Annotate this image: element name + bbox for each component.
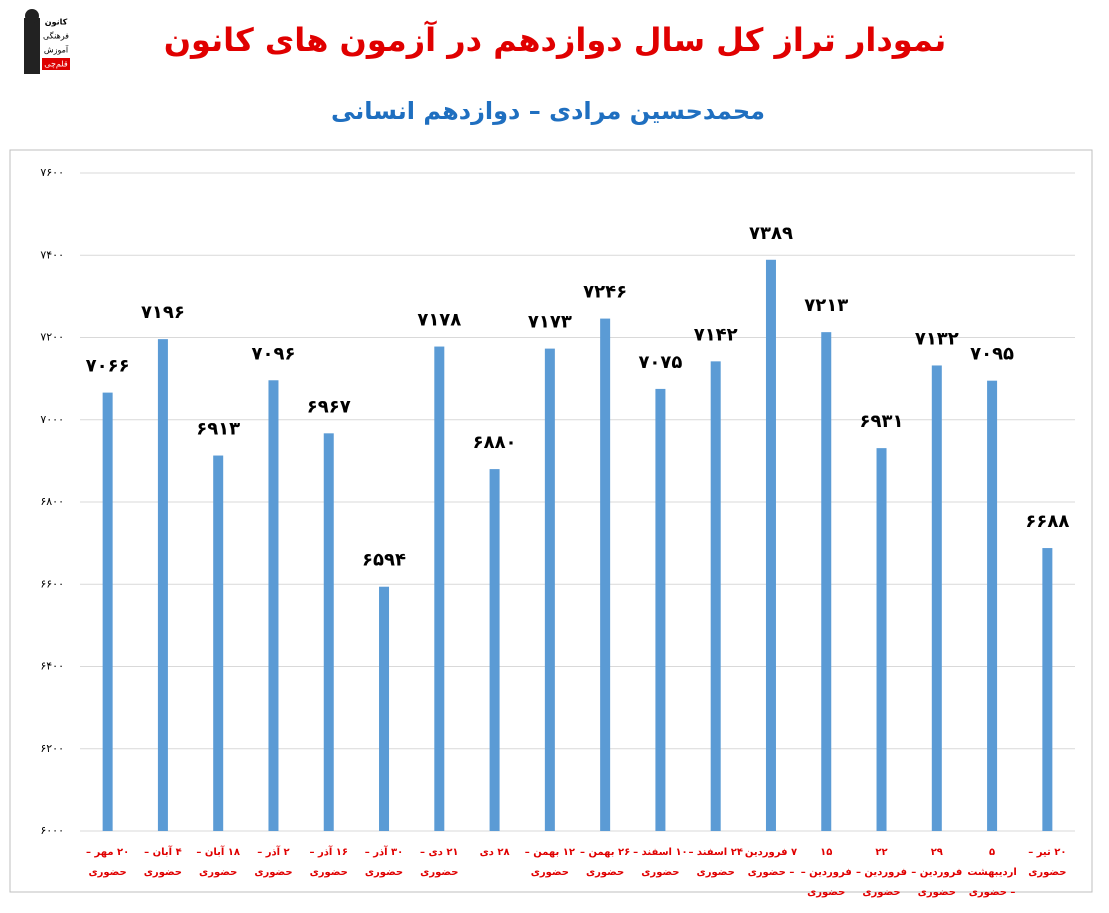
- y-tick-label: ۷۶۰۰: [40, 166, 64, 179]
- x-tick-label: ۲۲ فروردین – حضوری: [855, 847, 908, 898]
- y-tick-label: ۶۰۰۰: [40, 824, 64, 837]
- x-tick-label: ۳۰ آذر – حضوری: [364, 847, 404, 878]
- logo-head: [25, 9, 39, 23]
- x-tick-label: ۲ آذر – حضوری: [254, 847, 293, 878]
- chart-title: نمودار تراز کل سال دوازدهم در آزمون های …: [164, 20, 947, 59]
- x-tick-label: ۲۸ دی: [479, 847, 510, 858]
- bar: [213, 455, 224, 831]
- bar: [323, 433, 334, 831]
- value-label: ۷۲۴۶: [583, 282, 627, 303]
- logo-figure: [24, 18, 40, 74]
- x-tick-label: ۴ آبان – حضوری: [143, 847, 183, 878]
- bar: [655, 388, 666, 831]
- value-label: ۶۹۶۷: [307, 396, 351, 417]
- logo-badge: [42, 58, 70, 70]
- value-label: ۷۱۷۸: [417, 310, 461, 331]
- value-label: ۷۲۱۳: [804, 295, 848, 316]
- value-label: ۶۵۹۴: [362, 550, 406, 571]
- bar: [544, 348, 555, 831]
- value-label: ۷۳۸۹: [749, 223, 793, 244]
- x-tick-label: ۱۸ آبان – حضوری: [196, 847, 241, 878]
- y-tick-label: ۶۴۰۰: [40, 660, 64, 673]
- value-label: ۷۱۴۲: [694, 324, 738, 345]
- value-label: ۷۰۹۶: [251, 343, 295, 364]
- x-tick-label: ۲۴ اسفند – حضوری: [688, 847, 743, 878]
- bar: [710, 361, 721, 831]
- logo-text: فرهنگی: [43, 31, 69, 41]
- x-tick-label: ۲۱ دی – حضوری: [420, 847, 459, 878]
- bar: [931, 365, 942, 831]
- y-tick-label: ۷۲۰۰: [40, 331, 64, 344]
- value-label: ۷۱۷۳: [528, 312, 572, 333]
- x-tick-label: ۱۵ فروردین – حضوری: [800, 847, 852, 898]
- y-tick-label: ۶۲۰۰: [40, 742, 64, 755]
- x-tick-label: ۵ اردیبهشت – حضوری: [967, 847, 1017, 898]
- value-label: ۷۱۳۲: [915, 328, 959, 349]
- bar: [821, 332, 832, 831]
- y-tick-label: ۷۴۰۰: [40, 248, 64, 261]
- bar: [876, 448, 887, 831]
- bar: [102, 392, 113, 831]
- x-tick-label: ۱۰ اسفند – حضوری: [633, 847, 688, 878]
- value-label: ۶۹۱۳: [196, 419, 240, 440]
- value-label: ۷۰۹۵: [970, 344, 1014, 365]
- value-label: ۶۹۳۱: [860, 411, 904, 432]
- bar: [268, 380, 279, 831]
- logo-text: قلم‌چی: [44, 60, 68, 69]
- x-tick-label: ۲۰ مهر – حضوری: [86, 847, 130, 878]
- x-tick-label: ۲۰ تیر – حضوری: [1028, 847, 1067, 878]
- value-label: ۷۱۹۶: [141, 302, 185, 323]
- logo-text: آموزش: [44, 45, 69, 55]
- bar: [987, 380, 998, 831]
- value-label: ۶۸۸۰: [473, 432, 517, 453]
- x-tick-label: ۷ فروردین – حضوری: [744, 847, 798, 878]
- bar: [379, 586, 390, 831]
- y-tick-label: ۶۸۰۰: [40, 495, 64, 508]
- x-tick-label: ۱۶ آذر – حضوری: [309, 847, 349, 878]
- value-label: ۷۰۷۵: [638, 352, 682, 373]
- logo: کانون فرهنگی آموزش قلم‌چی: [24, 9, 70, 74]
- y-tick-label: ۶۶۰۰: [40, 577, 64, 590]
- chart-subtitle: محمدحسین مرادی – دوازدهم انسانی: [331, 97, 765, 125]
- bar: [434, 346, 445, 831]
- y-tick-label: ۷۰۰۰: [40, 413, 64, 426]
- value-label: ۶۶۸۸: [1025, 511, 1069, 532]
- bar: [157, 339, 168, 831]
- x-tick-label: ۲۹ فروردین – حضوری: [911, 847, 963, 898]
- value-label: ۷۰۶۶: [86, 356, 130, 377]
- bar: [1042, 548, 1053, 831]
- bar: [489, 469, 500, 831]
- bar: [600, 318, 611, 831]
- logo-text: کانون: [45, 18, 68, 27]
- bar: [765, 259, 776, 831]
- x-tick-label: ۱۲ بهمن – حضوری: [524, 847, 575, 878]
- x-tick-label: ۲۶ بهمن – حضوری: [580, 847, 631, 878]
